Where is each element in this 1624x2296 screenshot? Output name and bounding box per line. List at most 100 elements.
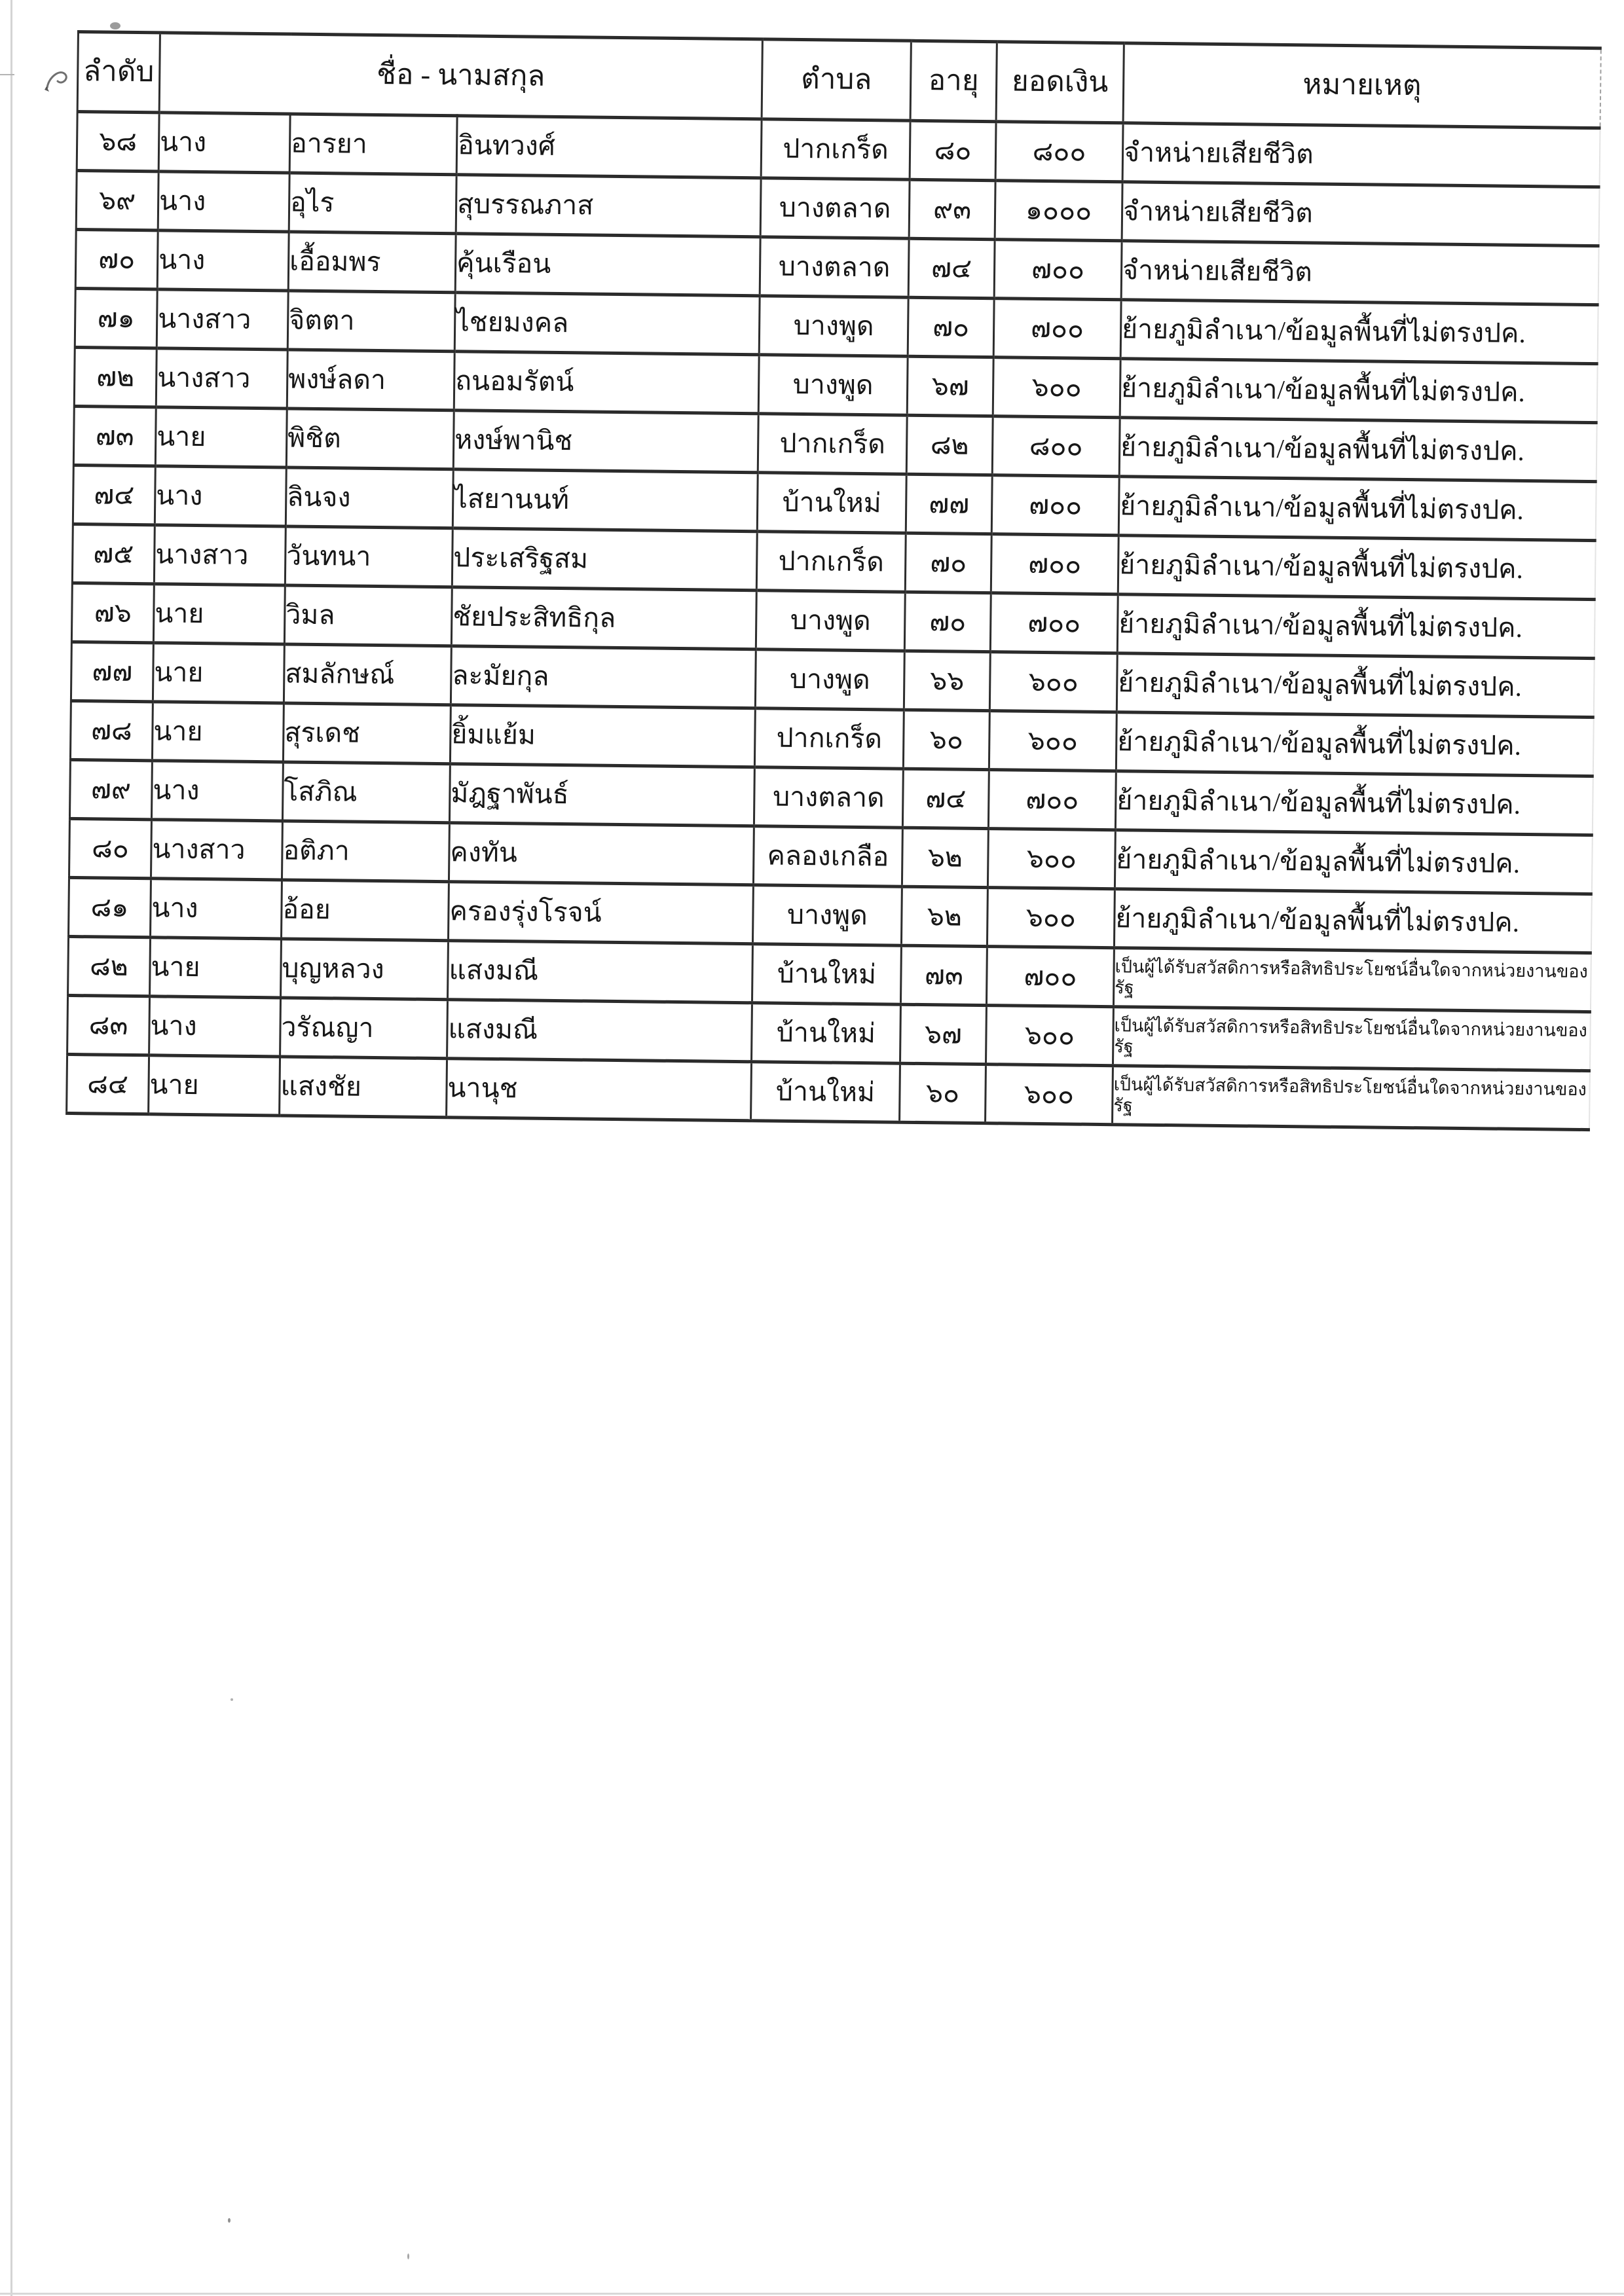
cell-amount: ๖๐๐ (985, 1064, 1113, 1125)
cell-age: ๖๖ (904, 651, 991, 711)
cell-first-name: วิมล (284, 585, 452, 646)
cell-subdistrict: บางพูด (758, 354, 908, 416)
cell-age: ๙๓ (909, 179, 996, 240)
cell-subdistrict: บางพูด (752, 884, 902, 946)
cell-age: ๗๓ (900, 945, 987, 1006)
cell-amount: ๗๐๐ (994, 239, 1122, 300)
cell-remark: ย้ายภูมิลำเนา/ข้อมูลพื้นที่ไม่ตรงปค. (1120, 299, 1598, 364)
cell-last-name: มัฎฐาพันธ์ (449, 763, 755, 826)
cell-last-name: คงทัน (449, 822, 754, 885)
cell-subdistrict: บางตลาด (760, 236, 910, 298)
cell-last-name: นานุช (446, 1058, 752, 1121)
cell-remark: ย้ายภูมิลำเนา/ข้อมูลพื้นที่ไม่ตรงปค. (1115, 829, 1593, 894)
cell-age: ๘๐ (910, 120, 997, 181)
cell-first-name: วันทนา (285, 526, 453, 587)
cell-title: นาง (158, 171, 290, 232)
cell-title: นาง (149, 996, 281, 1057)
cell-remark: ย้ายภูมิลำเนา/ข้อมูลพื้นที่ไม่ตรงปค. (1118, 535, 1596, 600)
cell-title: นาย (153, 583, 286, 644)
cell-age: ๗๐ (908, 297, 995, 357)
cell-first-name: อารยา (289, 114, 458, 175)
cell-amount: ๖๐๐ (993, 357, 1121, 418)
cell-amount: ๗๐๐ (991, 475, 1120, 536)
cell-first-name: ลินจง (286, 467, 454, 528)
cell-remark: ย้ายภูมิลำเนา/ข้อมูลพื้นที่ไม่ตรงปค. (1115, 771, 1593, 835)
cell-amount: ๘๐๐ (992, 416, 1120, 477)
cell-first-name: สุรเดช (283, 702, 451, 764)
cell-first-name: เอื้อมพร (288, 232, 456, 293)
cell-last-name: สุบรรณภาส (456, 174, 762, 237)
cell-amount: ๖๐๐ (986, 1005, 1114, 1066)
cell-remark: ย้ายภูมิลำเนา/ข้อมูลพื้นที่ไม่ตรงปค. (1119, 417, 1597, 482)
cell-title: นางสาว (157, 289, 289, 350)
cell-amount: ๘๐๐ (995, 121, 1124, 182)
scan-speck-artifact (407, 2253, 409, 2259)
cell-age: ๖๒ (901, 886, 988, 947)
cell-title: นาง (155, 465, 287, 526)
scan-speck-artifact (228, 2218, 231, 2223)
cell-subdistrict: บางตลาด (760, 177, 910, 239)
cell-no: ๗๐ (75, 229, 158, 289)
cell-no: ๖๙ (76, 170, 159, 230)
scan-speck-artifact (231, 1698, 233, 1701)
cell-amount: ๗๐๐ (991, 534, 1119, 594)
cell-no: ๗๙ (69, 759, 153, 820)
cell-age: ๗๔ (908, 238, 995, 299)
cell-no: ๗๔ (73, 465, 156, 525)
beneficiary-table: ลำดับ ชื่อ - นามสกุล ตำบล อายุ ยอดเงิน ห… (65, 30, 1601, 1131)
cell-title: นาย (148, 1055, 280, 1116)
cell-first-name: วรัณญา (280, 997, 448, 1059)
cell-remark: จำหน่ายเสียชีวิต (1122, 122, 1600, 187)
cell-age: ๗๔ (902, 769, 989, 829)
cell-no: ๗๘ (70, 701, 153, 761)
cell-no: ๘๒ (67, 936, 151, 996)
cell-remark: ย้ายภูมิลำเนา/ข้อมูลพื้นที่ไม่ตรงปค. (1117, 594, 1595, 659)
cell-first-name: บุญหลวง (280, 938, 449, 1000)
cell-no: ๗๖ (71, 583, 155, 643)
cell-no: ๘๔ (66, 1054, 149, 1114)
cell-title: นาง (158, 112, 291, 173)
cell-first-name: แสงชัย (279, 1056, 447, 1118)
cell-title: นาย (149, 937, 282, 998)
col-header-index: ลำดับ (77, 31, 160, 113)
cell-title: นางสาว (154, 524, 286, 585)
cell-remark: เป็นผู้ได้รับสวัสดิการหรือสิทธิประโยชน์อ… (1113, 947, 1591, 1012)
cell-first-name: โสภิณ (282, 761, 451, 823)
cell-amount: ๗๐๐ (990, 592, 1118, 653)
cell-age: ๖๒ (902, 828, 989, 888)
cell-subdistrict: บ้านใหม่ (751, 1002, 901, 1064)
cell-subdistrict: บ้านใหม่ (757, 472, 907, 534)
cell-amount: ๑๐๐๐ (995, 180, 1123, 241)
beneficiary-table-grid: ลำดับ ชื่อ - นามสกุล ตำบล อายุ ยอดเงิน ห… (65, 30, 1601, 1131)
scan-edge-line-artifact (10, 0, 12, 2296)
cell-last-name: หงษ์พานิช (453, 410, 759, 473)
cell-last-name: คุ้นเรือน (455, 233, 761, 296)
cell-remark: ย้ายภูมิลำเนา/ข้อมูลพื้นที่ไม่ตรงปค. (1114, 888, 1592, 953)
cell-amount: ๖๐๐ (987, 828, 1116, 889)
cell-remark: จำหน่ายเสียชีวิต (1121, 240, 1599, 305)
scan-edge-tick-artifact (0, 74, 14, 75)
cell-title: นาง (150, 878, 282, 939)
cell-last-name: ไสยานนท์ (452, 469, 758, 532)
col-header-name: ชื่อ - นามสกุล (159, 32, 763, 119)
cell-subdistrict: คลองเกลือ (753, 826, 903, 887)
cell-title: นาย (153, 642, 285, 703)
table-body: ๖๘ นาง อารยา อินทวงศ์ ปากเกร็ด ๘๐ ๘๐๐ จำหน่ายเส… (66, 111, 1600, 1130)
cell-no: ๖๘ (77, 111, 160, 172)
cell-no: ๘๓ (67, 995, 150, 1055)
cell-no: ๗๓ (73, 406, 157, 466)
cell-remark: ย้ายภูมิลำเนา/ข้อมูลพื้นที่ไม่ตรงปค. (1118, 476, 1596, 541)
cell-age: ๗๗ (906, 474, 993, 534)
cell-no: ๗๑ (75, 288, 158, 348)
cell-amount: ๗๐๐ (986, 946, 1115, 1007)
scan-blob-artifact (110, 22, 120, 29)
cell-last-name: ชัยประสิทธิกุล (451, 587, 757, 649)
cell-last-name: แสงมณี (447, 999, 752, 1062)
cell-no: ๘๑ (68, 877, 151, 938)
cell-subdistrict: ปากเกร็ด (756, 531, 906, 592)
cell-subdistrict: บางตลาด (754, 767, 904, 828)
col-header-age: อายุ (910, 41, 997, 122)
cell-no: ๗๒ (74, 347, 157, 407)
cell-title: นาย (155, 407, 287, 467)
